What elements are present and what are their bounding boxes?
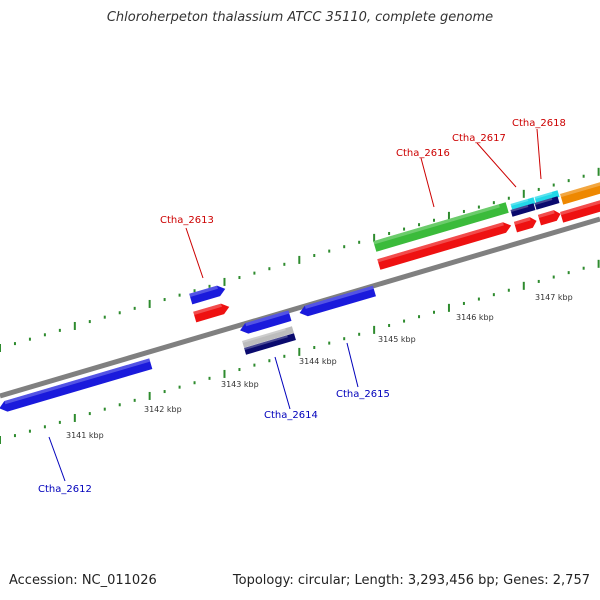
gene-block-ctha-2618-navy[interactable] (534, 196, 560, 210)
scale-label-3142: 3142 kbp (144, 405, 182, 414)
gene-block-ctha-2618-red-highlight (537, 210, 555, 218)
scale-label-3145: 3145 kbp (378, 335, 416, 344)
gene-block-red-right[interactable] (560, 189, 600, 223)
scale-label-3146: 3146 kbp (456, 313, 494, 322)
gene-block-orange-shape (560, 171, 600, 205)
gene-block-ctha-2613-blue[interactable] (189, 284, 227, 305)
gene-block-ctha-2612-highlight (4, 358, 151, 405)
gene-block-ctha-2617-red[interactable] (513, 216, 538, 233)
gene-block-red-right-highlight (560, 191, 600, 216)
gene-block-ctha-2618-red[interactable] (537, 209, 562, 226)
gene-label-ctha-2615[interactable]: Ctha_2615 (336, 389, 390, 400)
upper-tick-row (0, 167, 600, 352)
gene-block-ctha-2614-gray-highlight (242, 328, 286, 343)
gene-block-ctha-2618-cyan-highlight (534, 191, 553, 200)
gene-block-ctha-2614-gray-shape (242, 326, 294, 348)
gene-block-ctha-2617-cyan-highlight (510, 198, 529, 207)
scale-label-3141: 3141 kbp (66, 431, 104, 440)
gene-block-ctha-2612[interactable] (0, 358, 153, 413)
gene-block-ctha-2618-navy-shape (534, 196, 560, 210)
gene-label-ctha-2617[interactable]: Ctha_2617 (452, 133, 506, 144)
gene-block-ctha-2614-blue-highlight (245, 310, 290, 327)
callout-lines (48, 128, 542, 482)
gene-block-ctha-2614-gray[interactable] (242, 326, 294, 348)
gene-block-ctha-2614-navy-highlight (244, 335, 288, 350)
accession-text: Accession: NC_011026 (9, 573, 157, 588)
gene-block-ctha-2614-navy-shape (244, 333, 296, 355)
gene-block-ctha-2617-red-highlight (513, 217, 531, 225)
gene-block-ctha-2618-cyan[interactable] (534, 190, 560, 204)
gene-block-ctha-2612-shape (0, 358, 153, 412)
gene-block-ctha-2616-green-highlight (373, 204, 500, 245)
gene-block-ctha-2617-navy-highlight (510, 204, 529, 213)
gene-block-ctha-2616-green[interactable] (373, 202, 509, 252)
gene-label-ctha-2614[interactable]: Ctha_2614 (264, 410, 318, 421)
gene-features (0, 171, 600, 413)
gene-block-ctha-2613-red-highlight (193, 303, 222, 315)
gene-block-ctha-2618-red-shape (537, 210, 561, 226)
gene-block-ctha-2613-blue-highlight (189, 285, 218, 297)
gene-block-ctha-2616-green-shape (373, 202, 509, 252)
lower-tick-row (0, 259, 600, 444)
gene-block-ctha-2618-navy-highlight (534, 197, 553, 206)
gene-block-ctha-2616-red-shape (377, 222, 512, 270)
gene-block-ctha-2617-navy[interactable] (510, 203, 536, 217)
callout-ctha-2617 (476, 142, 517, 188)
callout-ctha-2616 (420, 157, 435, 208)
gene-block-ctha-2615[interactable] (298, 285, 376, 319)
callout-ctha-2618 (536, 128, 542, 180)
scale-label-3143: 3143 kbp (221, 380, 259, 389)
map-title: Chloroherpeton thalassium ATCC 35110, co… (106, 10, 494, 25)
callout-ctha-2615 (346, 342, 359, 388)
gene-block-ctha-2617-cyan-shape (510, 197, 536, 211)
gene-block-red-right-shape (560, 189, 600, 223)
gene-block-ctha-2614-blue-shape (240, 310, 292, 334)
gene-block-ctha-2613-red[interactable] (193, 302, 231, 323)
gene-label-ctha-2618[interactable]: Ctha_2618 (512, 118, 566, 129)
gene-label-ctha-2616[interactable]: Ctha_2616 (396, 148, 450, 159)
gene-block-ctha-2613-red-shape (193, 303, 230, 323)
gene-block-ctha-2618-cyan-shape (534, 190, 560, 204)
gene-block-ctha-2617-red-shape (513, 217, 537, 233)
gene-block-ctha-2615-shape (299, 285, 376, 317)
gene-block-ctha-2617-navy-shape (510, 203, 536, 217)
gene-label-ctha-2612[interactable]: Ctha_2612 (38, 484, 92, 495)
gene-block-ctha-2616-red-highlight (377, 222, 504, 263)
gene-block-orange-highlight (560, 173, 600, 198)
gene-block-ctha-2617-cyan[interactable] (510, 197, 536, 211)
gene-block-ctha-2614-navy[interactable] (244, 333, 296, 355)
gene-block-ctha-2613-blue-shape (189, 285, 226, 305)
scale-label-3144: 3144 kbp (299, 357, 337, 366)
gene-label-ctha-2613[interactable]: Ctha_2613 (160, 215, 214, 226)
gene-block-orange[interactable] (560, 171, 600, 205)
callout-ctha-2614 (274, 356, 291, 410)
callout-ctha-2612 (48, 436, 66, 482)
scale-label-3147: 3147 kbp (535, 293, 573, 302)
callout-ctha-2613 (185, 227, 204, 279)
gene-block-ctha-2616-red[interactable] (377, 220, 512, 270)
genome-stats-text: Topology: circular; Length: 3,293,456 bp… (232, 573, 590, 588)
gene-block-ctha-2614-blue[interactable] (239, 310, 292, 335)
gene-block-ctha-2615-highlight (304, 285, 374, 309)
genome-backbone (0, 216, 600, 399)
